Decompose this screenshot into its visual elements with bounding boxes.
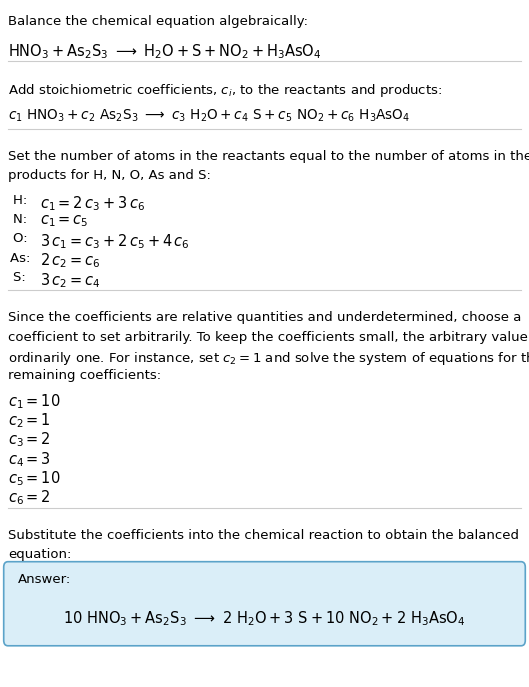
Text: $\mathrm{10\ HNO_3 + As_2S_3\ \longrightarrow\ 2\ H_2O + 3\ S + 10\ NO_2 + 2\ H_: $\mathrm{10\ HNO_3 + As_2S_3\ \longright…	[63, 609, 466, 628]
Text: Balance the chemical equation algebraically:: Balance the chemical equation algebraica…	[8, 15, 308, 28]
Text: H:: H:	[13, 194, 32, 207]
Text: $c_5 = 10$: $c_5 = 10$	[8, 469, 61, 488]
Text: N:: N:	[13, 213, 32, 226]
Text: O:: O:	[13, 232, 32, 245]
Text: coefficient to set arbitrarily. To keep the coefficients small, the arbitrary va: coefficient to set arbitrarily. To keep …	[8, 330, 529, 344]
Text: equation:: equation:	[8, 548, 71, 561]
Text: $\mathrm{HNO_3 + As_2S_3 \ \longrightarrow \ H_2O + S + NO_2 + H_3AsO_4}$: $\mathrm{HNO_3 + As_2S_3 \ \longrightarr…	[8, 42, 322, 60]
Text: Set the number of atoms in the reactants equal to the number of atoms in the: Set the number of atoms in the reactants…	[8, 150, 529, 163]
Text: $3\,c_1 = c_3 + 2\,c_5 + 4\,c_6$: $3\,c_1 = c_3 + 2\,c_5 + 4\,c_6$	[40, 232, 189, 251]
Text: $c_1 = c_5$: $c_1 = c_5$	[40, 213, 88, 229]
Text: products for H, N, O, As and S:: products for H, N, O, As and S:	[8, 169, 211, 182]
Text: $c_1 = 10$: $c_1 = 10$	[8, 392, 61, 411]
Text: S:: S:	[13, 271, 30, 284]
Text: $c_1\ \mathrm{HNO_3} + c_2\ \mathrm{As_2S_3}\ \longrightarrow\ c_3\ \mathrm{H_2O: $c_1\ \mathrm{HNO_3} + c_2\ \mathrm{As_2…	[8, 107, 411, 124]
Text: $3\,c_2 = c_4$: $3\,c_2 = c_4$	[40, 271, 101, 290]
Text: $2\,c_2 = c_6$: $2\,c_2 = c_6$	[40, 251, 100, 271]
Text: $c_4 = 3$: $c_4 = 3$	[8, 450, 51, 469]
Text: Add stoichiometric coefficients, $c_i$, to the reactants and products:: Add stoichiometric coefficients, $c_i$, …	[8, 82, 442, 100]
Text: Substitute the coefficients into the chemical reaction to obtain the balanced: Substitute the coefficients into the che…	[8, 529, 519, 542]
Text: Since the coefficients are relative quantities and underdetermined, choose a: Since the coefficients are relative quan…	[8, 311, 521, 324]
Text: ordinarily one. For instance, set $c_2 = 1$ and solve the system of equations fo: ordinarily one. For instance, set $c_2 =…	[8, 350, 529, 367]
Text: As:: As:	[10, 251, 34, 264]
Text: remaining coefficients:: remaining coefficients:	[8, 369, 161, 382]
Text: $c_1 = 2\,c_3 + 3\,c_6$: $c_1 = 2\,c_3 + 3\,c_6$	[40, 194, 145, 213]
Text: Answer:: Answer:	[17, 573, 71, 586]
FancyBboxPatch shape	[4, 562, 525, 646]
Text: $c_2 = 1$: $c_2 = 1$	[8, 412, 51, 430]
Text: $c_3 = 2$: $c_3 = 2$	[8, 431, 51, 449]
Text: $c_6 = 2$: $c_6 = 2$	[8, 488, 51, 507]
